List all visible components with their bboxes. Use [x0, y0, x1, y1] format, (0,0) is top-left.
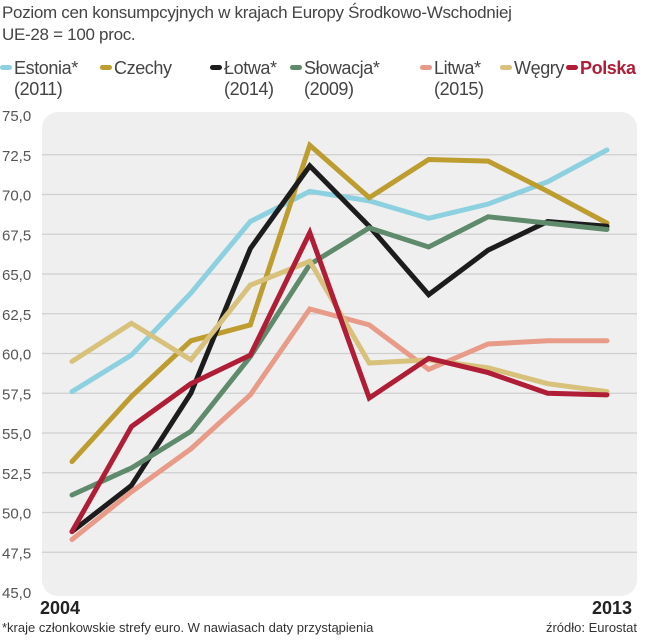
legend-label: Estonia*: [14, 58, 78, 78]
legend-note: (2011): [14, 79, 63, 99]
legend-swatch: [210, 64, 222, 70]
title-text: Poziom cen konsumpcyjnych w krajach Euro…: [2, 3, 512, 22]
legend-label: Polska: [580, 58, 636, 78]
series-line-łotwa: [69, 162, 610, 535]
legend-item: Litwa* (2015): [420, 58, 484, 100]
y-tick-label: 62,5: [2, 307, 31, 324]
y-tick-label: 72,5: [2, 148, 31, 165]
y-tick-label: 52,5: [2, 466, 31, 483]
x-tick-label: 2013: [592, 598, 632, 618]
legend-item: Czechy: [100, 58, 172, 79]
subtitle-text: UE-28 = 100 proc.: [2, 25, 136, 44]
legend-swatch: [420, 64, 432, 70]
legend-item: Łotwa* (2014): [210, 58, 277, 100]
y-tick-label: 65,0: [2, 267, 31, 284]
legend-item: Polska: [566, 58, 636, 79]
y-tick-label: 57,5: [2, 386, 31, 403]
source: źródło: Eurostat: [545, 620, 637, 635]
y-tick-label: 47,5: [2, 545, 31, 562]
series-line-słowacja: [69, 214, 610, 498]
legend-swatch: [290, 64, 302, 70]
legend-swatch: [0, 64, 12, 70]
y-tick-label: 70,0: [2, 188, 31, 205]
y-tick-label: 75,0: [2, 108, 31, 125]
legend-note: (2014): [224, 79, 274, 99]
legend-item: Węgry: [500, 58, 564, 79]
legend-swatch: [100, 64, 112, 70]
legend-note: (2015): [434, 79, 484, 99]
legend: Estonia* (2011) Czechy Łotwa* (2014) Słowacja…: [0, 58, 645, 104]
y-tick-label: 60,0: [2, 347, 31, 364]
legend-note: (2009): [304, 79, 354, 99]
legend-label: Słowacja*: [304, 58, 380, 78]
chart-title: Poziom cen konsumpcyjnych w krajach Euro…: [2, 2, 512, 46]
legend-item: Estonia* (2011): [0, 58, 78, 100]
y-tick-label: 50,0: [2, 506, 31, 523]
y-tick-label: 45,0: [2, 585, 31, 602]
legend-label: Czechy: [114, 58, 172, 78]
legend-label: Łotwa*: [224, 58, 277, 78]
y-tick-label: 67,5: [2, 227, 31, 244]
series-line-czechy: [69, 140, 610, 465]
footnote: *kraje członkowskie strefy euro. W nawia…: [2, 620, 374, 635]
legend-label: Węgry: [514, 58, 565, 78]
legend-swatch: [500, 64, 512, 70]
x-tick-label: 2004: [40, 598, 80, 618]
y-tick-label: 55,0: [2, 426, 31, 443]
series-line-polska: [69, 226, 610, 535]
legend-swatch: [566, 64, 578, 70]
legend-item: Słowacja* (2009): [290, 58, 380, 100]
legend-label: Litwa*: [434, 58, 481, 78]
